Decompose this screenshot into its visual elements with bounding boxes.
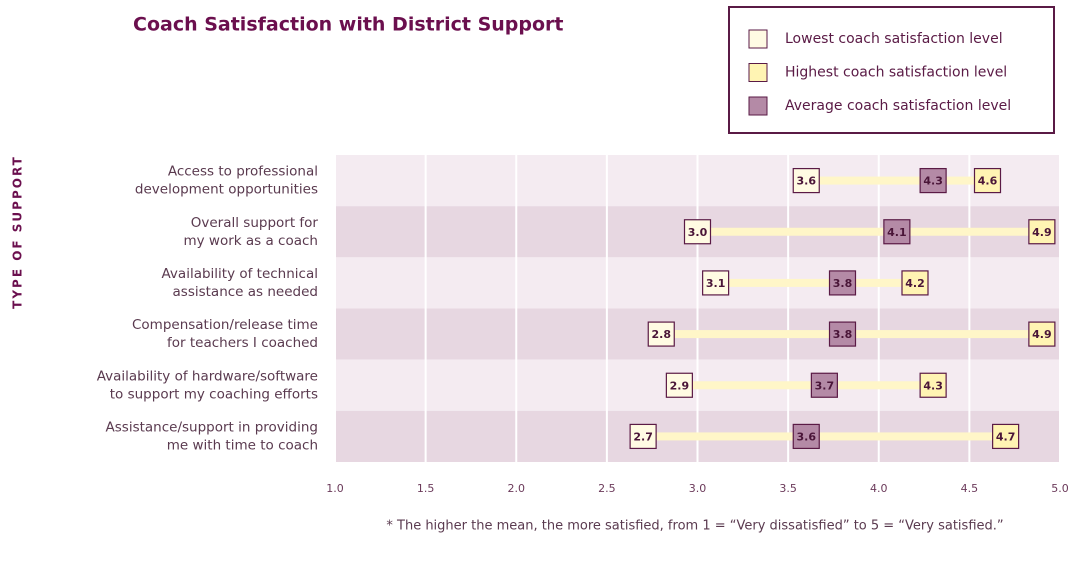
range-bar [697, 227, 1042, 236]
value-label: 3.8 [833, 277, 853, 290]
row-label: development opportunities [135, 182, 318, 198]
value-label: 4.7 [996, 430, 1016, 443]
x-tick-label: 1.5 [417, 482, 435, 495]
legend-label: Highest coach satisfaction level [785, 65, 1007, 81]
value-label: 4.9 [1032, 226, 1052, 239]
range-bar [715, 278, 915, 287]
value-label: 4.3 [923, 379, 943, 392]
row-label: Availability of hardware/software [97, 368, 318, 384]
value-box [883, 219, 911, 245]
row-label: Access to professional [168, 164, 318, 180]
value-label: 3.8 [833, 328, 853, 341]
value-label: 4.3 [923, 175, 943, 188]
value-label: 2.9 [670, 379, 690, 392]
x-tick-label: 4.5 [961, 482, 979, 495]
x-tick-label: 4.0 [870, 482, 888, 495]
value-box [973, 167, 1002, 194]
row-label: Assistance/support in providing [106, 419, 318, 435]
row-label: assistance as needed [173, 284, 318, 300]
value-label: 3.7 [815, 379, 835, 392]
legend-swatch [748, 63, 768, 82]
value-box [792, 167, 820, 194]
x-tick-label: 2.5 [598, 482, 616, 495]
value-label: 4.1 [887, 226, 907, 239]
legend-swatch [748, 29, 768, 49]
value-label: 3.6 [797, 175, 817, 188]
value-label: 2.8 [652, 328, 672, 341]
value-box [1028, 219, 1056, 245]
legend-swatch [748, 96, 768, 116]
value-box [665, 372, 693, 398]
row-label: Compensation/release time [132, 317, 318, 333]
legend-label: Lowest coach satisfaction level [785, 31, 1003, 47]
value-box [828, 270, 857, 296]
row-label: Availability of technical [161, 266, 318, 282]
value-box [629, 423, 657, 450]
value-label: 2.7 [633, 430, 653, 443]
value-label: 3.6 [797, 430, 817, 443]
value-box [901, 270, 929, 296]
value-box [919, 167, 947, 194]
value-box [647, 321, 675, 347]
x-tick-label: 3.5 [779, 482, 797, 495]
x-tick-label: 1.0 [326, 482, 344, 495]
value-box [1028, 321, 1056, 347]
value-label: 4.6 [978, 175, 998, 188]
value-box [919, 372, 947, 398]
legend-box [728, 6, 1055, 134]
x-tick-label: 2.0 [508, 482, 526, 495]
value-box [810, 372, 838, 398]
footnote: * The higher the mean, the more satisfie… [386, 519, 1003, 534]
row-label: for teachers I coached [167, 335, 318, 351]
legend-label: Average coach satisfaction level [785, 98, 1011, 114]
row-label: me with time to coach [167, 437, 318, 453]
y-axis-label: TYPE OF SUPPORT [11, 155, 25, 309]
value-label: 3.0 [688, 226, 708, 239]
x-tick-label: 3.0 [689, 482, 707, 495]
value-box [683, 219, 712, 245]
value-label: 4.9 [1032, 328, 1052, 341]
value-box [828, 321, 857, 347]
value-box [702, 270, 730, 296]
value-label: 4.2 [905, 277, 925, 290]
range-bar [806, 176, 988, 185]
row-label: Overall support for [191, 215, 319, 231]
chart-title: Coach Satisfaction with District Support [133, 14, 564, 36]
range-bar [643, 432, 1006, 441]
row-label: to support my coaching efforts [110, 386, 318, 402]
range-bar [679, 381, 934, 390]
value-label: 3.1 [706, 277, 726, 290]
value-box [992, 423, 1020, 450]
value-box [792, 423, 820, 450]
row-label: my work as a coach [184, 233, 319, 249]
x-tick-label: 5.0 [1051, 482, 1069, 495]
